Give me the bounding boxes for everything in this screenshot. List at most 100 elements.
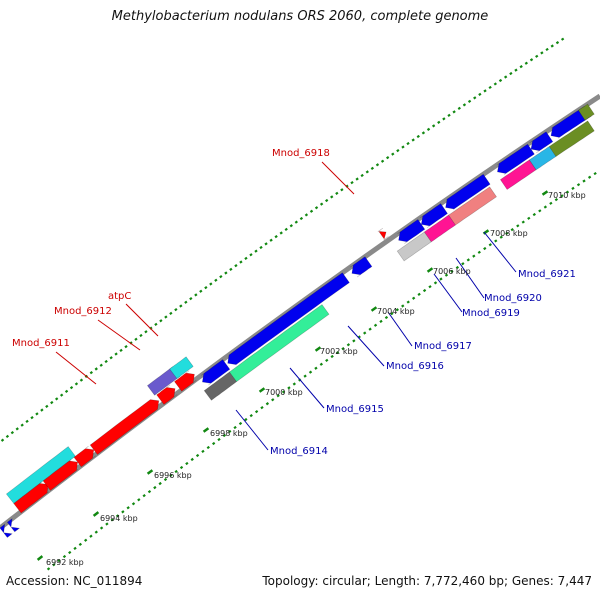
tick-dot-top	[59, 393, 64, 397]
tick-dot-bottom	[201, 449, 205, 454]
connector-mnod-6915	[289, 367, 325, 409]
tick-dot-bottom	[244, 417, 248, 422]
tick-dot-bottom	[137, 498, 141, 502]
tick-dot-top	[431, 124, 436, 128]
tick-dot-bottom	[73, 546, 77, 551]
tick-dot-top	[45, 404, 49, 408]
tick-dot-top	[109, 356, 113, 360]
tick-dot-bottom	[341, 347, 345, 351]
tick-dot-bottom	[406, 300, 410, 304]
tick-dot-top	[560, 37, 565, 41]
tick-dot-top	[294, 220, 298, 224]
tick-dot-top	[442, 117, 446, 121]
tick-dot-bottom	[565, 190, 570, 194]
feature-red-mnod-6911	[89, 399, 160, 455]
kbp-label-6994: 6994 kbp	[100, 514, 138, 523]
tick-dot-top	[5, 434, 10, 439]
gene-label-mnod-6915: Mnod_6915	[326, 404, 384, 415]
feature-blue-4	[445, 173, 491, 210]
tick-dot-top	[139, 333, 143, 338]
tick-dot-top	[314, 206, 319, 210]
tick-dot-bottom	[292, 382, 296, 386]
tick-major	[258, 387, 266, 393]
tick-dot-top	[244, 256, 248, 261]
tick-dot-top	[249, 253, 253, 257]
tick-dot-bottom	[158, 481, 162, 486]
tick-dot-bottom	[455, 265, 460, 270]
tick-dot-bottom	[287, 386, 291, 390]
tick-dot-top	[396, 148, 400, 153]
gene-labels: Mnod_6911 Mnod_6912 atpC Mnod_6918 Mnod_…	[12, 148, 576, 457]
tick-dot-bottom	[57, 559, 61, 563]
tick-dot-bottom	[185, 461, 189, 466]
tick-dot-top	[10, 431, 15, 435]
connector-mnod-6920	[455, 257, 485, 299]
tick-dot-bottom	[571, 186, 575, 191]
tick-dot-top	[452, 110, 456, 114]
kbp-labels: 6992 kbp 6994 kbp 6996 kbp 6998 kbp 7000…	[46, 191, 586, 567]
tick-major	[370, 306, 378, 312]
tick-major	[426, 267, 434, 273]
tick-dot-bottom	[363, 331, 367, 335]
tick-dot-bottom	[368, 327, 372, 331]
tick-dot-top	[15, 427, 19, 431]
tick-dot-bottom	[450, 269, 454, 273]
tick-dot-bottom	[121, 510, 125, 514]
kbp-label-7002: 7002 kbp	[320, 347, 358, 356]
tick-dot-bottom	[110, 518, 114, 522]
feature-red-atpc	[174, 370, 197, 392]
tick-dot-top	[426, 127, 431, 131]
feature-blue-left-2	[6, 518, 21, 533]
tick-major	[202, 427, 210, 433]
tick-dot-top	[457, 106, 461, 110]
tick-dot-top	[274, 234, 278, 239]
tick-dot-bottom	[271, 398, 275, 402]
tick-dot-top	[0, 438, 5, 442]
tick-dot-top	[370, 166, 375, 170]
tick-dot-top	[114, 352, 118, 356]
gene-label-atpc: atpC	[108, 291, 131, 302]
tick-dot-top	[375, 163, 380, 167]
gene-label-mnod-6911: Mnod_6911	[12, 338, 70, 349]
tick-dot-top	[411, 138, 415, 142]
tick-dot-top	[524, 61, 528, 65]
tick-dot-top	[69, 385, 74, 390]
tick-dot-bottom	[587, 175, 592, 179]
tick-dot-bottom	[163, 477, 168, 482]
tick-dot-bottom	[510, 227, 514, 232]
tick-dot-top	[380, 159, 385, 163]
gene-label-mnod-6912: Mnod_6912	[54, 306, 112, 317]
tick-dot-bottom	[68, 550, 72, 555]
connector-atpc	[125, 303, 159, 337]
tick-dot-top	[340, 188, 344, 192]
tick-dot-top	[74, 382, 79, 386]
tick-dot-top	[179, 304, 183, 308]
tick-dot-bottom	[379, 319, 383, 324]
tick-dot-top	[55, 397, 59, 401]
tick-dot-bottom	[78, 542, 82, 546]
tick-dot-bottom	[276, 394, 280, 398]
tick-dot-top	[325, 198, 329, 203]
tick-dot-top	[264, 242, 268, 246]
label-connectors	[55, 161, 517, 451]
tick-dot-bottom	[105, 522, 109, 526]
tick-dot-top	[184, 300, 188, 304]
tick-dot-bottom	[228, 429, 232, 434]
tick-dot-top	[503, 75, 508, 79]
feature-red-3	[73, 445, 96, 468]
tick-dot-top	[284, 227, 288, 231]
connector-mnod-6916	[347, 325, 385, 367]
tick-dot-top	[447, 113, 451, 117]
gene-label-mnod-6917: Mnod_6917	[414, 341, 472, 352]
tick-dot-top	[545, 47, 549, 52]
tick-dot-bottom	[335, 350, 340, 355]
kbp-label-7010: 7010 kbp	[548, 191, 586, 200]
tick-dot-bottom	[115, 514, 120, 518]
tick-dot-top	[360, 173, 364, 178]
tick-dot-bottom	[494, 239, 498, 243]
tick-dot-bottom	[206, 445, 210, 450]
tick-dot-bottom	[439, 277, 443, 281]
tick-dot-top	[519, 65, 523, 69]
connector-mnod-6918	[321, 161, 355, 195]
tick-dot-bottom	[593, 171, 597, 176]
